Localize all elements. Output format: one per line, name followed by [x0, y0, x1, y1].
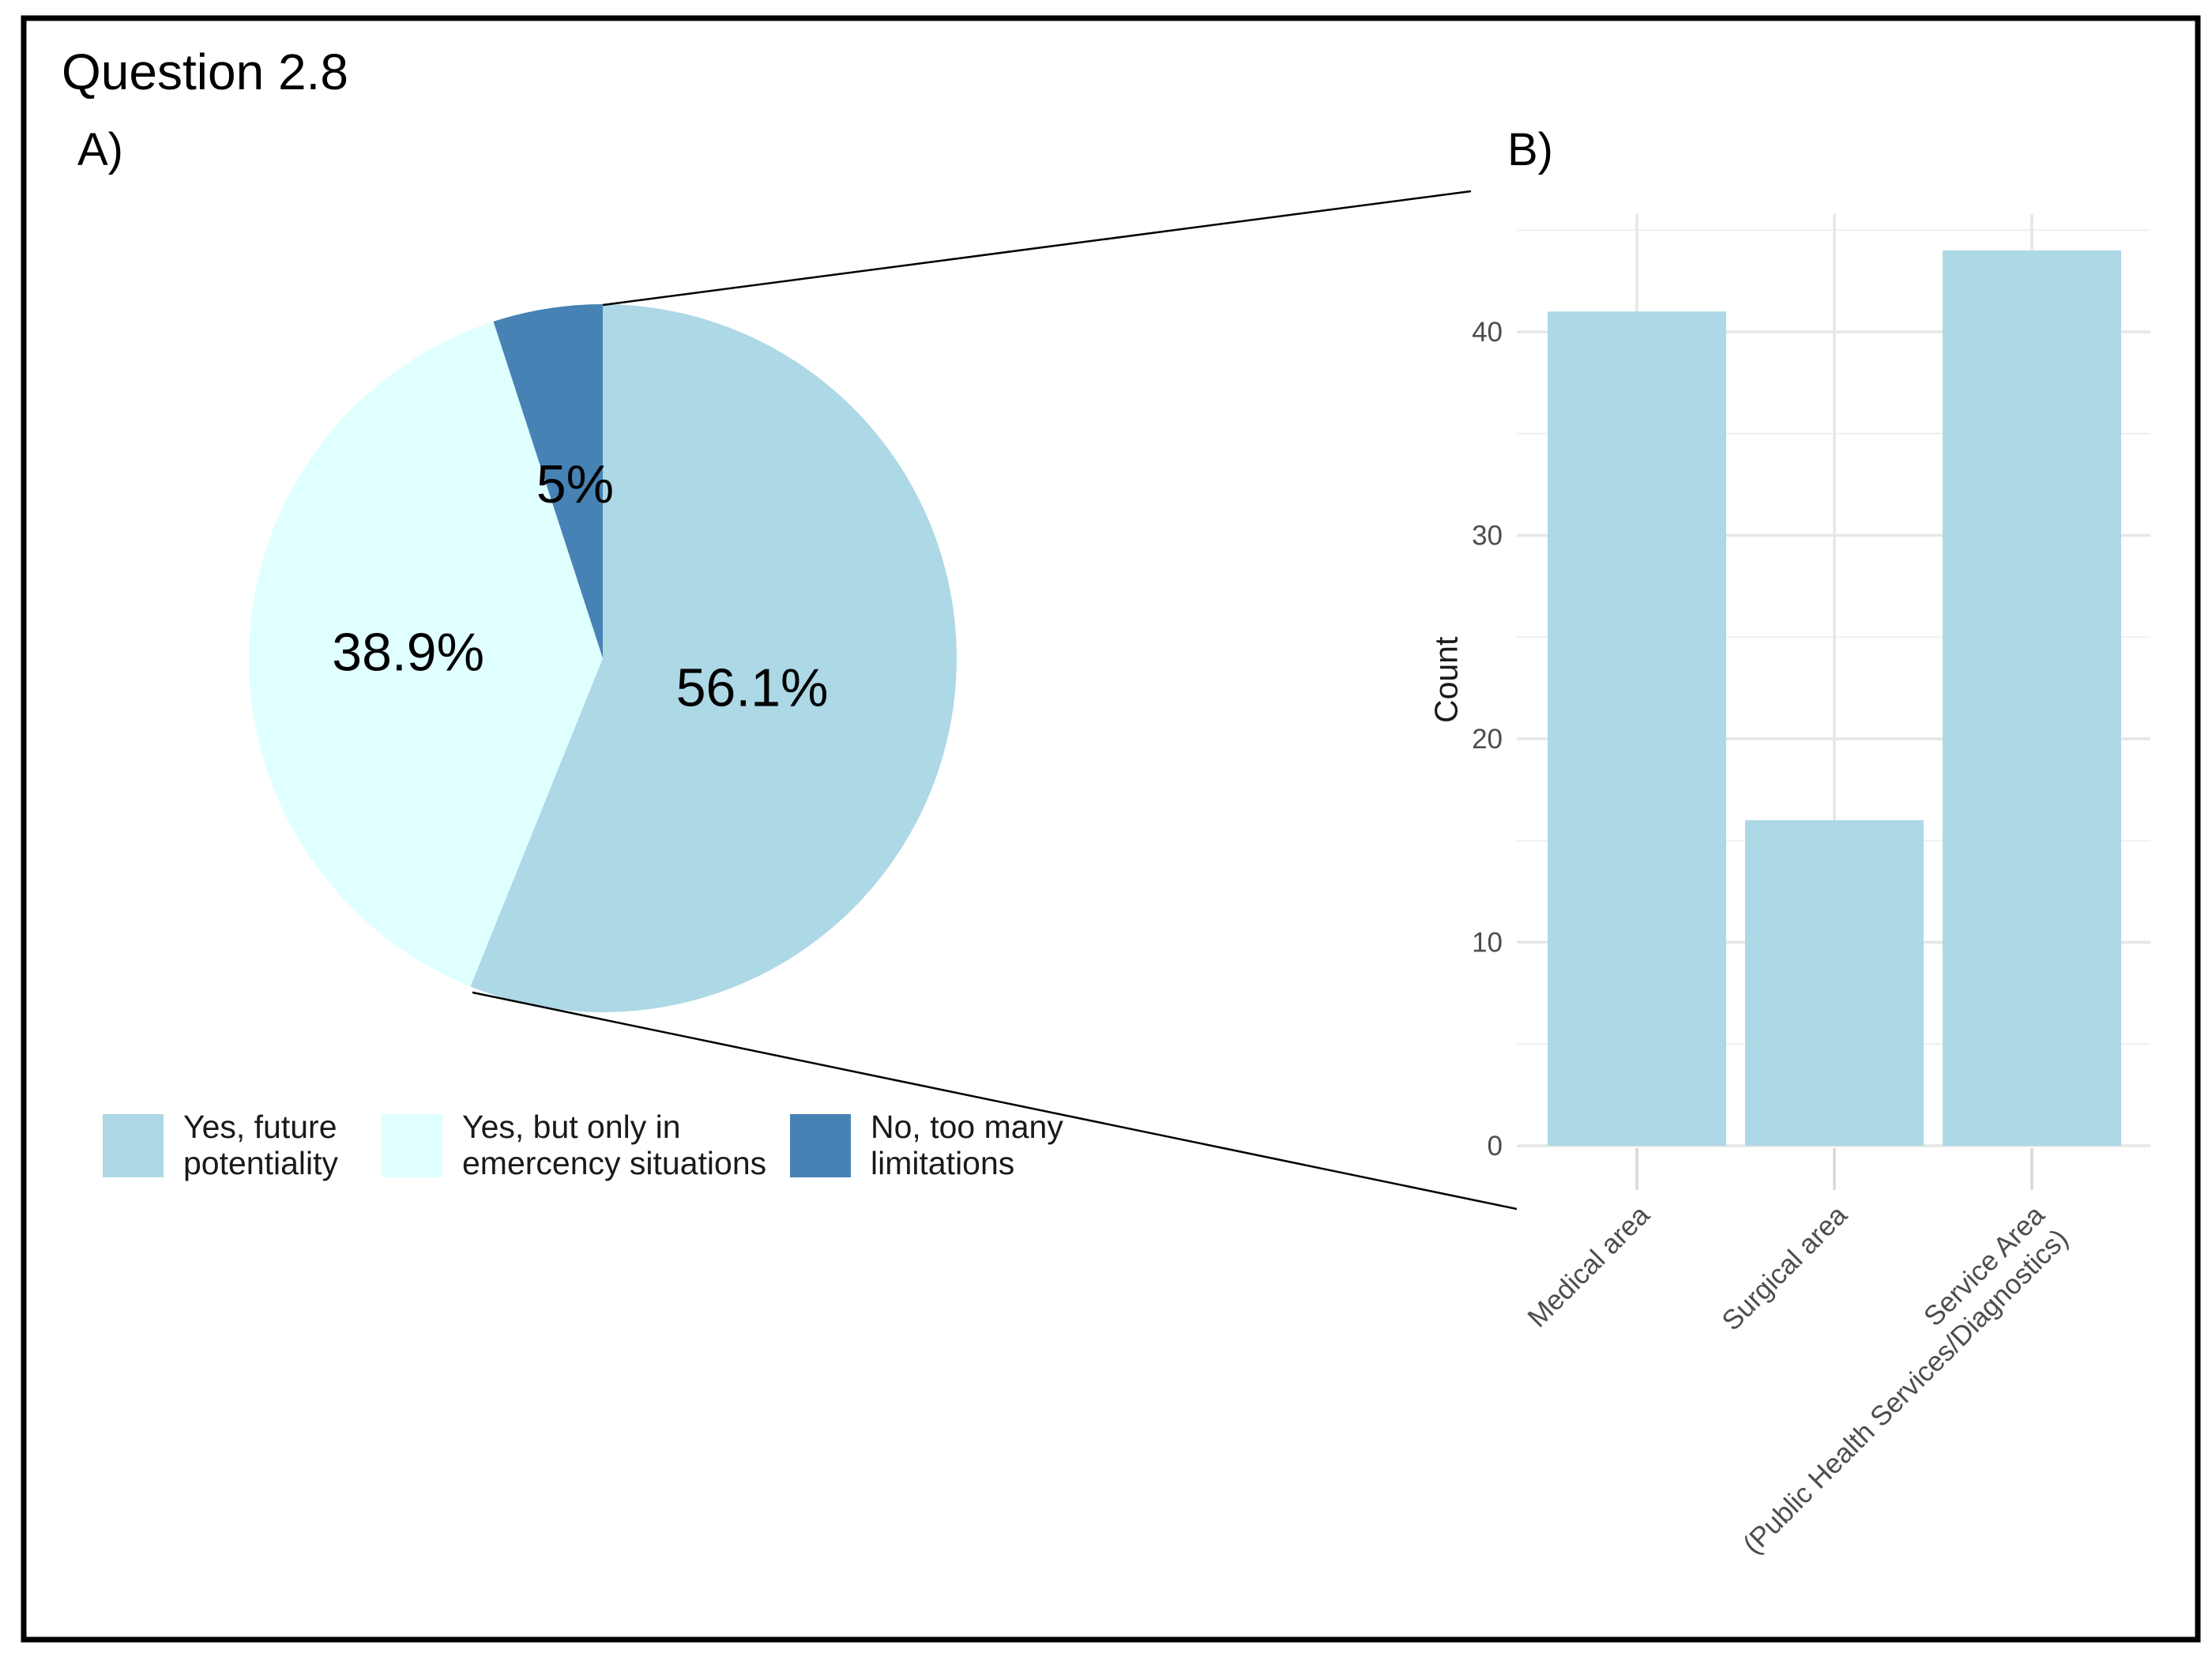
legend-label: No, too many	[871, 1109, 1063, 1145]
x-tick-label: Medical area	[1522, 1199, 1656, 1334]
legend-key	[790, 1114, 851, 1177]
panel-a-label: A)	[77, 124, 123, 175]
legend-key	[103, 1114, 164, 1177]
legend-label: emercency situations	[462, 1145, 766, 1181]
bar	[1548, 311, 1726, 1146]
panel-b-label: B)	[1507, 124, 1553, 175]
x-tick-label-line: Medical area	[1522, 1199, 1656, 1334]
pie-slice-no-too-many-limitations	[493, 304, 603, 658]
figure-frame	[21, 15, 2201, 1643]
y-tick-label: 10	[1472, 928, 1503, 958]
zoom-line-top	[602, 190, 1472, 307]
bar-chart-bars	[1548, 250, 2121, 1146]
legend-key	[382, 1114, 442, 1177]
legend-label: Yes, but only in	[462, 1109, 681, 1145]
pie-label: 56.1%	[676, 658, 829, 718]
bar	[1745, 820, 1924, 1146]
legend-label: Yes, future	[183, 1109, 337, 1145]
bar-chart-x-axis: Medical area Surgical area Service Area(Pu…	[1522, 1148, 2074, 1560]
pie-label: 38.9%	[332, 623, 484, 683]
pie-label: 5%	[536, 454, 614, 514]
legend-label: potentiality	[183, 1145, 339, 1181]
bar	[1943, 250, 2121, 1146]
y-axis-title: Count	[1428, 636, 1464, 723]
zoom-line-bottom	[472, 991, 1518, 1211]
x-tick-label-line: Surgical area	[1716, 1199, 1853, 1337]
pie-chart: 56.1% 38.9% 5%	[249, 304, 957, 1013]
zoom-connector-lines	[472, 190, 1518, 1211]
x-tick-label: Service Area(Public Health Services/Diag…	[1714, 1199, 2075, 1561]
bar-chart-y-axis: 0 10 20 30 40	[1472, 317, 1503, 1162]
y-tick-label: 20	[1472, 724, 1503, 755]
legend-label: limitations	[871, 1145, 1014, 1181]
y-tick-label: 0	[1488, 1131, 1503, 1162]
y-tick-label: 40	[1472, 317, 1503, 348]
y-tick-label: 30	[1472, 521, 1503, 552]
pie-slice-yes-future-potentiality	[470, 304, 957, 1013]
pie-slice-yes-but-only-in-emercency-situations	[249, 321, 603, 987]
bar-chart: 0 10 20 30 40 Medical area Surgical area Servi…	[1428, 213, 2150, 1560]
x-tick-label: Surgical area	[1716, 1199, 1853, 1337]
figure-title: Question 2.8	[62, 43, 348, 100]
